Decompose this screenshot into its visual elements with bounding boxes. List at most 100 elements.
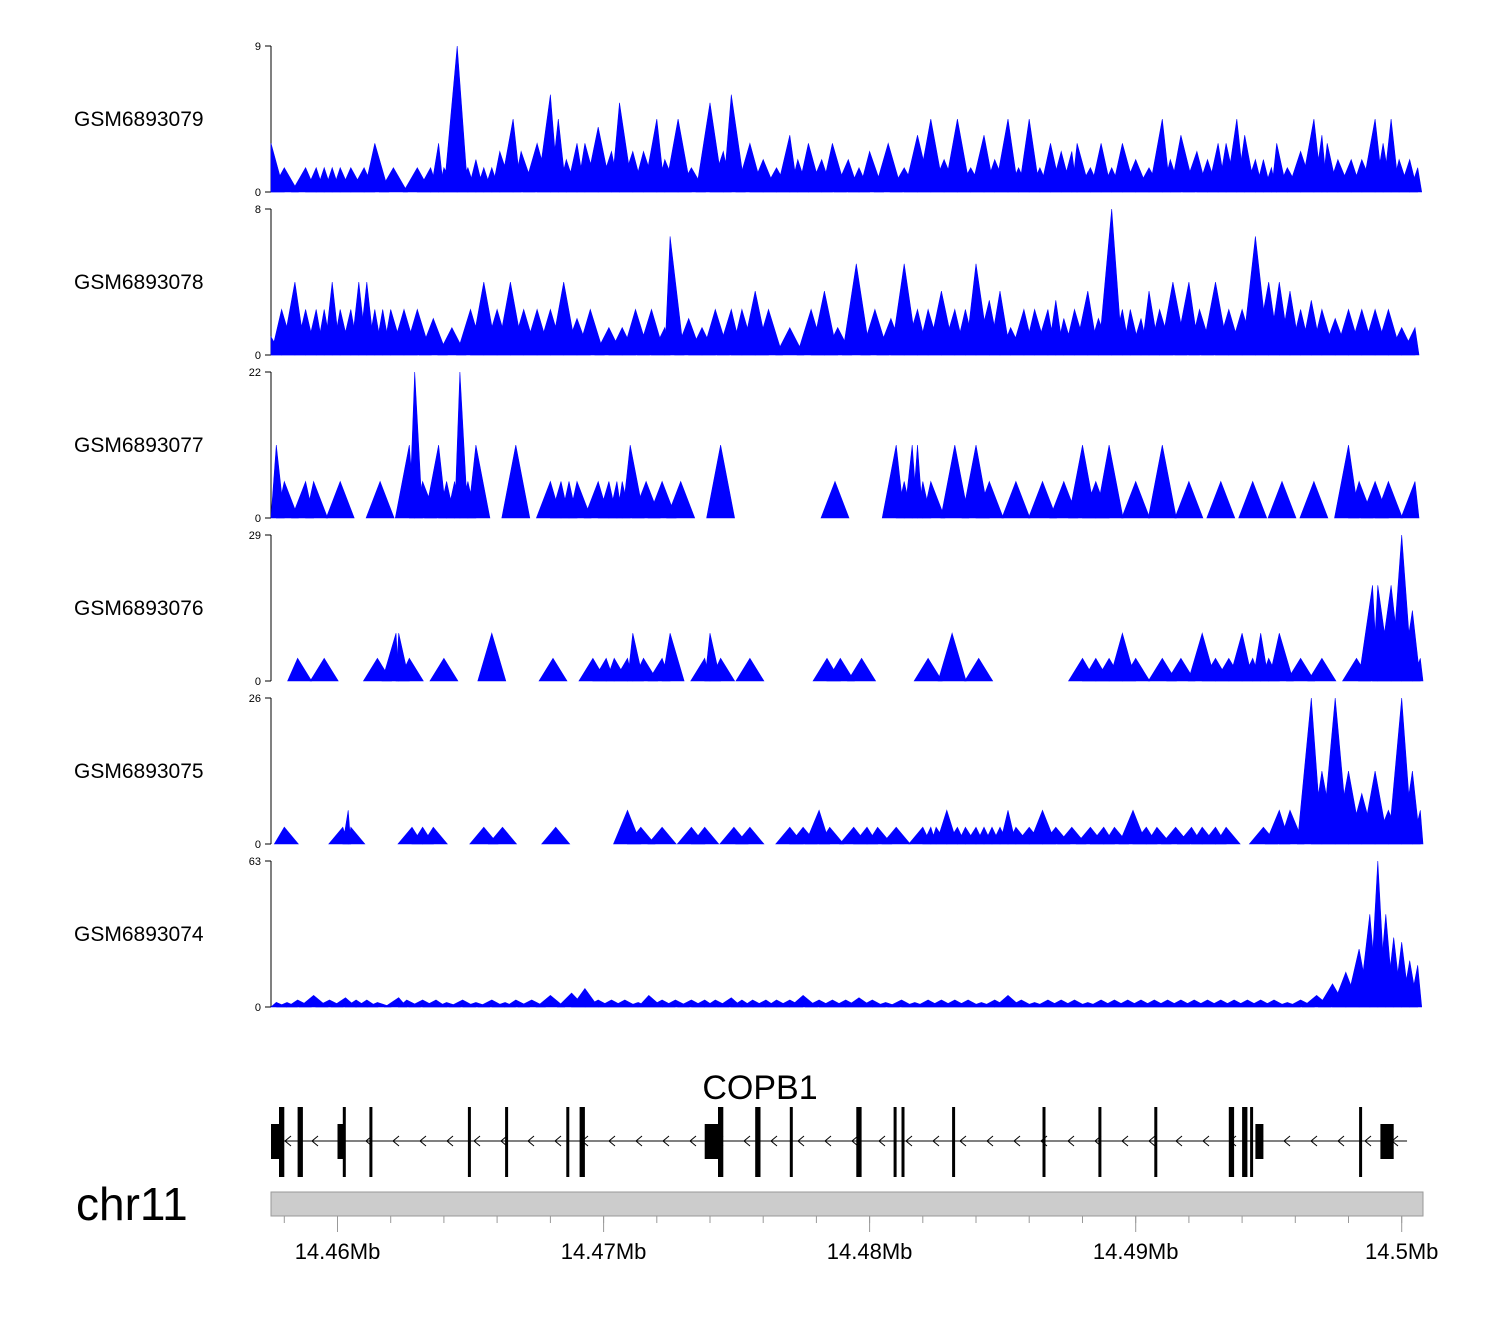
x-tick-label: 14.48Mb bbox=[827, 1239, 913, 1264]
coverage-peak bbox=[1374, 480, 1403, 519]
y-max-label: 26 bbox=[249, 693, 261, 705]
coverage-peak bbox=[881, 444, 905, 519]
x-tick-label: 14.47Mb bbox=[561, 1239, 647, 1264]
coverage-peak bbox=[325, 480, 355, 519]
gene-exon-cds bbox=[1250, 1107, 1254, 1177]
coverage-peak bbox=[937, 632, 967, 682]
gene-exon-cds bbox=[856, 1107, 862, 1177]
coverage-peak bbox=[1409, 965, 1423, 1008]
coverage-peak bbox=[922, 480, 946, 519]
track-GSM6893079: GSM6893079 9 0 bbox=[74, 41, 1423, 199]
chromosome-ideogram-bar bbox=[270, 1191, 1424, 1217]
coverage-peak bbox=[735, 657, 765, 682]
strand-arrow bbox=[743, 1135, 751, 1147]
coverage-peak bbox=[994, 118, 1019, 193]
gene-exon-cds bbox=[789, 1107, 793, 1177]
coverage-peak bbox=[1401, 326, 1420, 356]
track-label: GSM6893078 bbox=[74, 271, 204, 294]
coverage-tracks: GSM689307990GSM689307880GSM6893077220GSM… bbox=[74, 41, 1424, 1014]
strand-arrow bbox=[392, 1135, 400, 1147]
coverage-peak bbox=[1147, 657, 1177, 682]
coverage-peak bbox=[940, 444, 970, 519]
coverage-peak bbox=[430, 143, 445, 193]
coverage-peak bbox=[469, 826, 499, 845]
coverage-peak bbox=[1001, 480, 1031, 519]
coverage-peak bbox=[695, 102, 724, 193]
y-min-label: 0 bbox=[255, 187, 261, 199]
strand-arrow bbox=[1013, 1135, 1021, 1147]
gene-exon-cds bbox=[1154, 1107, 1158, 1177]
coverage-peak bbox=[706, 444, 735, 519]
gene-exon-utr bbox=[704, 1124, 718, 1159]
coverage-peak bbox=[661, 633, 685, 682]
gene-exon-cds bbox=[755, 1107, 761, 1177]
coverage-peak bbox=[366, 1002, 392, 1008]
y-min-label: 0 bbox=[255, 513, 261, 525]
gene-exon-utr bbox=[271, 1124, 282, 1159]
track-GSM6893074: GSM6893074 63 0 bbox=[74, 856, 1423, 1014]
coverage-peak bbox=[270, 167, 299, 193]
coverage-peak bbox=[1187, 632, 1216, 682]
gene-exon-cds bbox=[297, 1107, 303, 1177]
gene-exon-cds bbox=[566, 1107, 570, 1177]
strand-arrow bbox=[770, 1135, 778, 1147]
coverage-peak bbox=[443, 45, 469, 193]
coverage-peak bbox=[804, 809, 831, 845]
gene-exon-cds bbox=[901, 1107, 905, 1177]
gene-exon-cds bbox=[1042, 1107, 1046, 1177]
coverage-peak bbox=[1267, 480, 1297, 519]
y-min-label: 0 bbox=[255, 676, 261, 688]
gene-annotation-track: COPB1 bbox=[271, 1069, 1408, 1177]
strand-arrow bbox=[905, 1135, 913, 1147]
coverage-peak bbox=[501, 444, 531, 519]
coverage-peak bbox=[826, 657, 855, 682]
y-max-label: 22 bbox=[249, 367, 261, 379]
coverage-peak bbox=[275, 480, 299, 519]
coverage-peak bbox=[1412, 810, 1424, 845]
coverage-peak bbox=[913, 657, 943, 682]
coverage-peak bbox=[1401, 770, 1421, 845]
strand-arrow bbox=[878, 1135, 886, 1147]
y-max-label: 8 bbox=[255, 204, 261, 216]
coverage-peak bbox=[964, 657, 994, 682]
strand-arrow bbox=[1364, 1135, 1372, 1147]
track-GSM6893078: GSM6893078 8 0 bbox=[74, 204, 1420, 362]
coverage-peak bbox=[975, 480, 1004, 519]
coverage-peak bbox=[1206, 480, 1236, 519]
gene-exon-cds bbox=[1359, 1107, 1363, 1177]
coverage-peak bbox=[298, 995, 329, 1008]
coverage-peak bbox=[1166, 657, 1196, 682]
gene-exon-cds bbox=[1228, 1107, 1235, 1177]
coverage-peak bbox=[342, 810, 352, 845]
coverage-peak bbox=[722, 94, 746, 193]
coverage-peak bbox=[1307, 657, 1337, 682]
coverage-peak bbox=[378, 167, 408, 193]
y-min-label: 0 bbox=[255, 350, 261, 362]
strand-arrow bbox=[662, 1135, 670, 1147]
strand-arrow bbox=[446, 1135, 454, 1147]
strand-arrow bbox=[689, 1135, 697, 1147]
y-max-label: 63 bbox=[249, 856, 261, 868]
strand-arrow bbox=[311, 1135, 319, 1147]
coverage-peak bbox=[690, 826, 720, 845]
y-max-label: 29 bbox=[249, 530, 261, 542]
track-label: GSM6893076 bbox=[74, 597, 204, 620]
coverage-peak bbox=[1028, 480, 1057, 519]
strand-arrow bbox=[1175, 1135, 1183, 1147]
coverage-peak bbox=[287, 657, 313, 682]
strand-arrow bbox=[1121, 1135, 1129, 1147]
coverage-peak bbox=[1286, 657, 1316, 682]
strand-arrow bbox=[1337, 1135, 1345, 1147]
coverage-peak bbox=[365, 480, 395, 519]
track-GSM6893077: GSM6893077 22 0 bbox=[74, 367, 1420, 525]
coverage-peak bbox=[1057, 826, 1087, 845]
coverage-peak bbox=[647, 826, 677, 845]
coverage-peak bbox=[1411, 658, 1424, 682]
coverage-peak bbox=[541, 826, 571, 845]
coverage-peak bbox=[1174, 480, 1204, 519]
coverage-peak bbox=[818, 826, 845, 845]
track-GSM6893075: GSM6893075 26 0 bbox=[74, 693, 1424, 851]
coverage-peak bbox=[735, 826, 765, 845]
gene-exon-cds bbox=[505, 1107, 509, 1177]
strand-arrow bbox=[1310, 1135, 1318, 1147]
